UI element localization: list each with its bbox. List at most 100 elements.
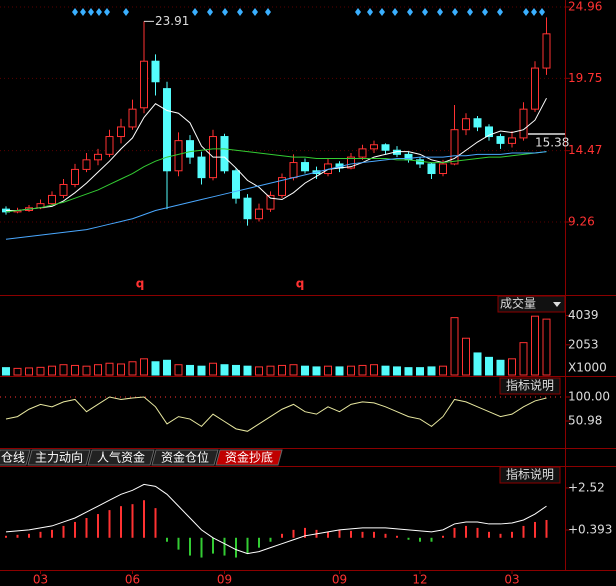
volume-bar: [174, 364, 183, 376]
indicator-button[interactable]: [499, 377, 561, 395]
indicator-button-label: 指标说明: [506, 378, 554, 393]
x-tick-label: 09: [217, 573, 232, 586]
volume-bar: [59, 364, 68, 376]
y-tick-label: 24.96: [568, 0, 602, 13]
high-label: 23.91: [155, 14, 189, 28]
indicator-button[interactable]: [499, 466, 561, 484]
candle-body: [301, 162, 309, 172]
candle-body: [48, 194, 56, 205]
candle-body: [105, 136, 114, 155]
x-tick-label: 09: [332, 573, 347, 586]
volume-bar: [335, 366, 344, 376]
event-marker: [88, 8, 94, 16]
volume-bar: [496, 359, 505, 376]
volume-bar: [25, 367, 33, 376]
volume-bar: [2, 367, 10, 376]
volume-bar: [542, 318, 551, 376]
event-marker: [355, 8, 361, 16]
event-marker: [72, 8, 78, 16]
candle-body: [381, 144, 390, 151]
event-marker: [192, 8, 198, 16]
volume-bar: [416, 367, 424, 376]
volume-bar: [519, 342, 528, 376]
signal-marker: q: [136, 277, 145, 291]
volume-bar: [450, 317, 459, 376]
volume-bar: [243, 365, 252, 376]
volume-title: 成交量: [500, 296, 536, 311]
x-tick-label: 03: [504, 573, 519, 586]
volume-bar: [220, 364, 229, 376]
moving-average: [5, 151, 547, 240]
event-marker: [379, 8, 385, 16]
candle-body: [151, 60, 160, 83]
candle-body: [358, 148, 367, 158]
volume-bar: [347, 365, 355, 376]
candle-body: [266, 194, 275, 210]
candle-body: [174, 140, 183, 172]
volume-bar: [71, 364, 79, 376]
volume-bar: [209, 362, 217, 376]
event-marker: [437, 8, 443, 16]
last-label: 15.38: [535, 136, 569, 150]
volume-bar: [324, 365, 332, 376]
volume-bar: [358, 364, 367, 376]
y-tick-label: +0.393: [568, 523, 612, 537]
volume-bar: [370, 364, 378, 376]
y-tick-label: 100.00: [568, 390, 610, 404]
volume-bar: [473, 352, 482, 376]
event-marker: [407, 8, 413, 16]
y-tick-label: 9.26: [568, 215, 595, 229]
candle-body: [278, 177, 286, 196]
event-marker: [207, 8, 213, 16]
tab[interactable]: [87, 449, 155, 466]
candle-body: [117, 126, 125, 138]
indicator-line: [5, 396, 547, 432]
signal-marker: q: [296, 277, 305, 291]
candle-body: [94, 153, 102, 161]
event-marker: [367, 8, 373, 16]
volume-bar: [151, 361, 160, 376]
candle-body: [59, 183, 68, 196]
volume-bar: [82, 365, 91, 376]
tab[interactable]: [0, 449, 31, 466]
candle-body: [71, 168, 79, 185]
candle-body: [473, 118, 482, 128]
volume-bar: [312, 366, 321, 376]
event-marker: [265, 8, 271, 16]
event-marker: [539, 8, 545, 16]
volume-bar: [36, 366, 45, 376]
volume-bar: [531, 315, 539, 376]
volume-bar: [48, 365, 56, 376]
tab[interactable]: [27, 449, 91, 466]
candle-body: [289, 162, 298, 179]
candle-body: [163, 88, 171, 172]
volume-bar: [485, 356, 493, 376]
volume-bar: [427, 366, 436, 376]
volume-bar: [117, 363, 125, 376]
event-marker: [96, 8, 102, 16]
candle-body: [508, 137, 516, 144]
tab[interactable]: [215, 449, 283, 466]
candle-body: [82, 159, 91, 170]
tab-label: 资金抄底: [225, 450, 273, 465]
y-tick-label: 2053: [568, 337, 599, 351]
tab[interactable]: [151, 449, 219, 466]
volume-header[interactable]: [497, 295, 566, 313]
event-marker: [222, 8, 228, 16]
tab-label: 主力动向: [35, 450, 83, 465]
event-marker: [531, 8, 537, 16]
volume-bar: [404, 367, 413, 376]
indicator-button-label: 指标说明: [506, 467, 554, 482]
event-marker: [104, 8, 110, 16]
event-marker: [523, 8, 529, 16]
event-marker: [467, 8, 473, 16]
volume-bar: [508, 358, 516, 376]
y-tick-label: +2.52: [568, 480, 605, 494]
tab-label: 资金仓位: [161, 450, 209, 465]
event-marker: [482, 8, 488, 16]
candle-body: [439, 163, 447, 175]
candle-body: [370, 144, 378, 150]
candle-body: [542, 33, 551, 69]
tab-label: 仓线: [1, 451, 25, 465]
frame: [0, 0, 616, 571]
